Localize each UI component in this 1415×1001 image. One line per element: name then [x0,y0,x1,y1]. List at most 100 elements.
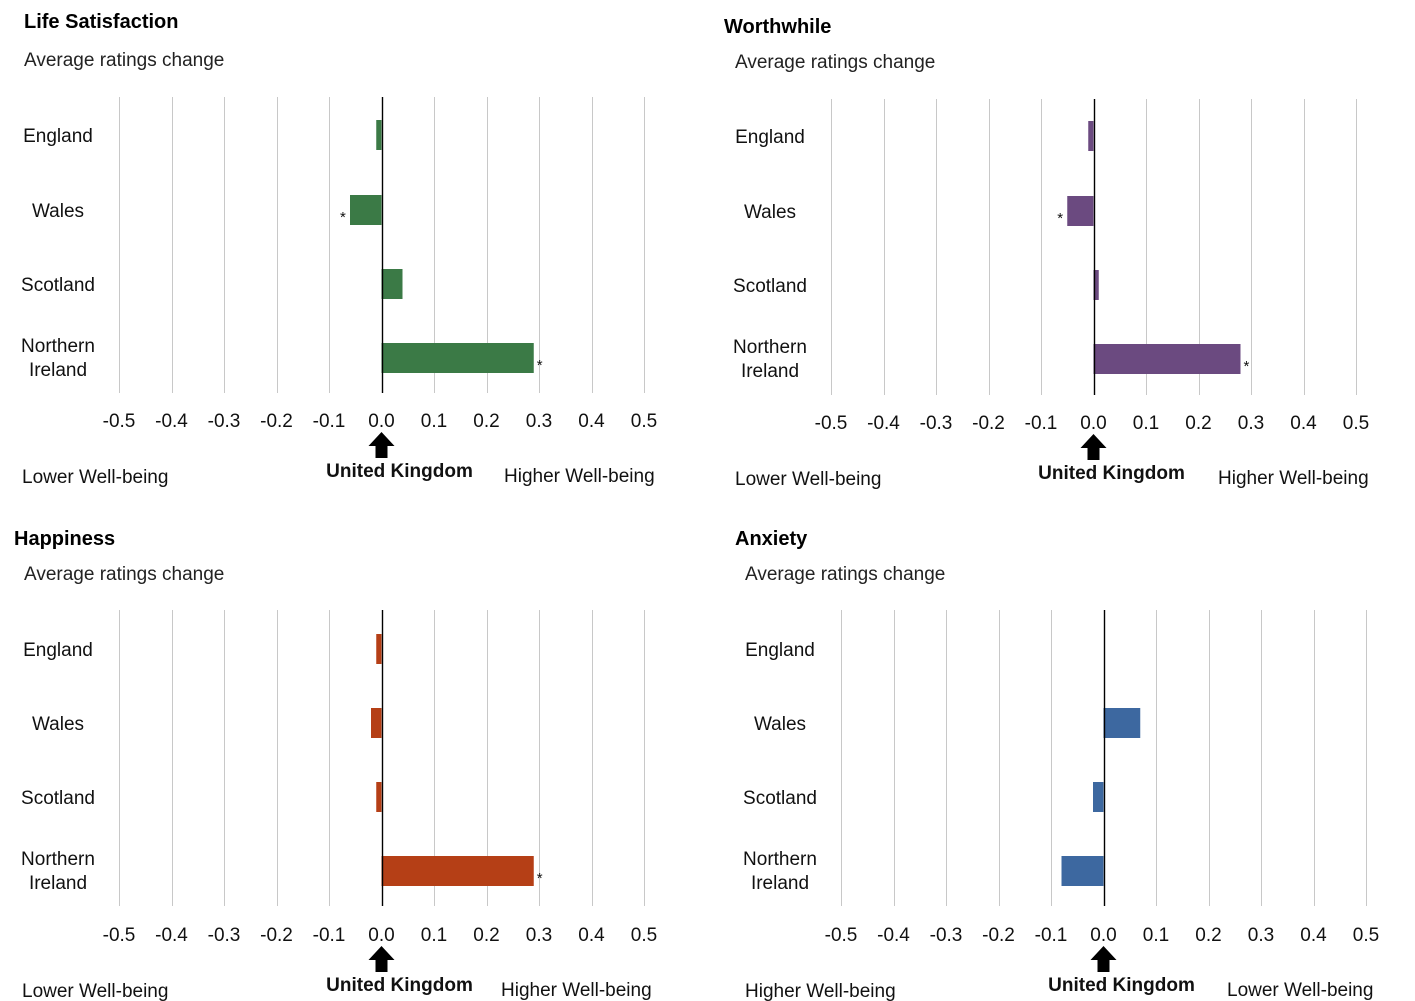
bar-northern-ireland [1093,344,1241,374]
tick-label: -0.3 [920,413,953,434]
tick-label: 0.3 [526,411,552,432]
direction-label-right: Lower Well-being [1227,980,1373,1001]
tick-label: -0.1 [313,411,346,432]
direction-label-left: Lower Well-being [22,467,168,488]
significance-marker: * [1244,358,1250,375]
category-label: Wales [754,714,806,735]
tick-label: -0.2 [972,413,1005,434]
tick-label: -0.2 [260,411,293,432]
category-label: Scotland [743,788,817,809]
tick-label: 0.4 [1290,413,1317,434]
reference-label: United Kingdom [1048,975,1195,996]
bar-scotland [1093,270,1099,300]
bar-wales [371,708,382,738]
tick-label: -0.1 [1025,413,1058,434]
direction-label-right: Higher Well-being [501,980,652,1001]
tick-label: 0.2 [473,411,499,432]
category-label: Northern Ireland [21,849,95,894]
direction-label-left: Lower Well-being [735,469,881,490]
reference-label: United Kingdom [326,975,473,996]
tick-label: 0.2 [1185,413,1211,434]
chart-title: Worthwhile [724,16,831,38]
tick-label: -0.4 [867,413,900,434]
tick-label: -0.3 [208,411,241,432]
chart-title: Happiness [14,528,115,550]
chart-subtitle: Average ratings change [24,50,224,71]
tick-label: -0.1 [313,925,346,946]
reference-label: United Kingdom [326,461,473,482]
tick-label: 0.4 [578,925,605,946]
category-label-line: Ireland [751,873,809,894]
category-label: Scotland [21,275,95,296]
tick-label: 0.0 [368,411,394,432]
category-label: Scotland [733,276,807,297]
bar-england [376,120,382,150]
category-label: Wales [32,201,84,222]
tick-label: 0.1 [1143,925,1169,946]
category-label-line: Northern [21,336,95,357]
bar-england [376,634,382,664]
bar-northern-ireland [1061,856,1104,886]
tick-label: 0.5 [1353,925,1379,946]
tick-label: -0.4 [155,411,188,432]
tick-label: 0.4 [1300,925,1327,946]
category-label: Scotland [21,788,95,809]
chart-panel-3: Anxiety Average ratings change England Wale… [735,528,1379,1001]
direction-label-right: Higher Well-being [504,466,655,487]
significance-marker: * [1057,210,1063,227]
direction-label-left: Higher Well-being [745,981,896,1001]
category-label: Wales [744,202,796,223]
category-label: England [23,126,93,147]
reference-arrow-icon [1080,434,1107,460]
tick-label: -0.1 [1035,925,1068,946]
direction-label-left: Lower Well-being [22,981,168,1001]
chart-panel-2: Happiness Average ratings change * England W… [14,528,657,1001]
tick-label: 0.2 [473,925,499,946]
bar-northern-ireland [381,856,534,886]
tick-label: 0.5 [631,925,657,946]
bar-wales [1067,196,1094,226]
category-label-line: Northern [733,337,807,358]
bar-wales [1103,708,1141,738]
tick-label: 0.1 [421,925,447,946]
tick-label: 0.1 [1133,413,1159,434]
category-label-line: Ireland [29,360,87,381]
bar-scotland [376,782,382,812]
category-label: Northern Ireland [21,336,95,381]
tick-label: 0.1 [421,411,447,432]
tick-label: -0.5 [103,925,136,946]
tick-label: 0.2 [1195,925,1221,946]
significance-marker: * [537,357,543,374]
bar-scotland [381,269,403,299]
chart-subtitle: Average ratings change [735,52,935,73]
tick-label: -0.2 [982,925,1015,946]
chart-subtitle: Average ratings change [745,564,945,585]
direction-label-right: Higher Well-being [1218,468,1369,489]
tick-label: -0.3 [208,925,241,946]
significance-marker: * [537,870,543,887]
tick-label: 0.0 [368,925,394,946]
category-label-line: Ireland [29,873,87,894]
tick-label: 0.4 [578,411,605,432]
tick-label: -0.5 [103,411,136,432]
tick-label: 0.0 [1080,413,1106,434]
chart-title: Anxiety [735,528,808,550]
tick-label: 0.3 [526,925,552,946]
bar-england [1088,121,1094,151]
tick-label: 0.5 [631,411,657,432]
reference-label: United Kingdom [1038,463,1185,484]
tick-label: -0.5 [825,925,858,946]
category-label-line: Northern [743,849,817,870]
chart-panel-0: Life Satisfaction Average ratings change *… [21,11,657,488]
chart-panel-1: Worthwhile Average ratings change * * Englan… [724,16,1369,490]
tick-label: -0.4 [155,925,188,946]
bar-scotland [1093,782,1104,812]
reference-arrow-icon [368,432,395,458]
category-label-line: Northern [21,849,95,870]
reference-arrow-icon [368,946,395,972]
tick-label: 0.0 [1090,925,1116,946]
reference-arrow-icon [1090,946,1117,972]
tick-label: 0.3 [1238,413,1264,434]
chart-subtitle: Average ratings change [24,564,224,585]
